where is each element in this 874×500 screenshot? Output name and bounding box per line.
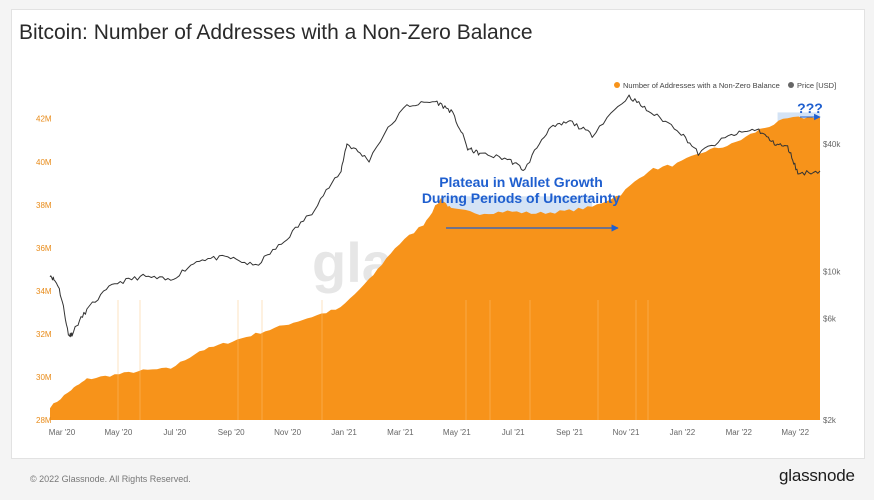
series-addresses-area bbox=[50, 116, 820, 420]
annotation-plateau-line1: Plateau in Wallet Growth bbox=[439, 174, 603, 190]
left-tick-label: 28M bbox=[36, 416, 52, 425]
x-tick-label: Jan '21 bbox=[331, 428, 357, 437]
x-tick-label: Sep '21 bbox=[556, 428, 583, 437]
annotation-question: ??? bbox=[797, 100, 823, 116]
left-tick-label: 30M bbox=[36, 373, 52, 382]
left-tick-label: 36M bbox=[36, 244, 52, 253]
x-tick-label: Nov '21 bbox=[613, 428, 640, 437]
right-tick-label: $10k bbox=[823, 268, 841, 277]
right-tick-label: $6k bbox=[823, 315, 837, 324]
left-tick-label: 42M bbox=[36, 115, 52, 124]
x-tick-label: Sep '20 bbox=[218, 428, 245, 437]
legend-swatch-price bbox=[788, 82, 794, 88]
legend-label-addresses: Number of Addresses with a Non-Zero Bala… bbox=[623, 81, 780, 90]
legend-swatch-addresses bbox=[614, 82, 620, 88]
right-tick-label: $2k bbox=[823, 416, 837, 425]
left-tick-label: 34M bbox=[36, 287, 52, 296]
x-tick-label: Jul '21 bbox=[502, 428, 525, 437]
brand-logo: glassnode bbox=[779, 466, 855, 485]
left-tick-label: 40M bbox=[36, 158, 52, 167]
plateau-highlight bbox=[440, 196, 593, 218]
footer-copyright: © 2022 Glassnode. All Rights Reserved. bbox=[30, 474, 191, 484]
left-tick-label: 38M bbox=[36, 201, 52, 210]
x-tick-label: Mar '22 bbox=[726, 428, 753, 437]
x-tick-label: Jan '22 bbox=[670, 428, 696, 437]
x-tick-label: Mar '20 bbox=[49, 428, 76, 437]
x-tick-label: Mar '21 bbox=[387, 428, 414, 437]
page-title: Bitcoin: Number of Addresses with a Non-… bbox=[19, 21, 533, 44]
annotation-plateau-line2: During Periods of Uncertainty bbox=[422, 190, 621, 206]
series-price-line bbox=[49, 94, 821, 338]
x-tick-label: Nov '20 bbox=[274, 428, 301, 437]
x-tick-label: May '20 bbox=[105, 428, 133, 437]
x-tick-label: May '21 bbox=[443, 428, 471, 437]
left-tick-label: 32M bbox=[36, 330, 52, 339]
legend-label-price: Price [USD] bbox=[797, 81, 836, 90]
x-tick-label: May '22 bbox=[781, 428, 809, 437]
x-tick-label: Jul '20 bbox=[163, 428, 186, 437]
right-tick-label: $40k bbox=[823, 140, 841, 149]
